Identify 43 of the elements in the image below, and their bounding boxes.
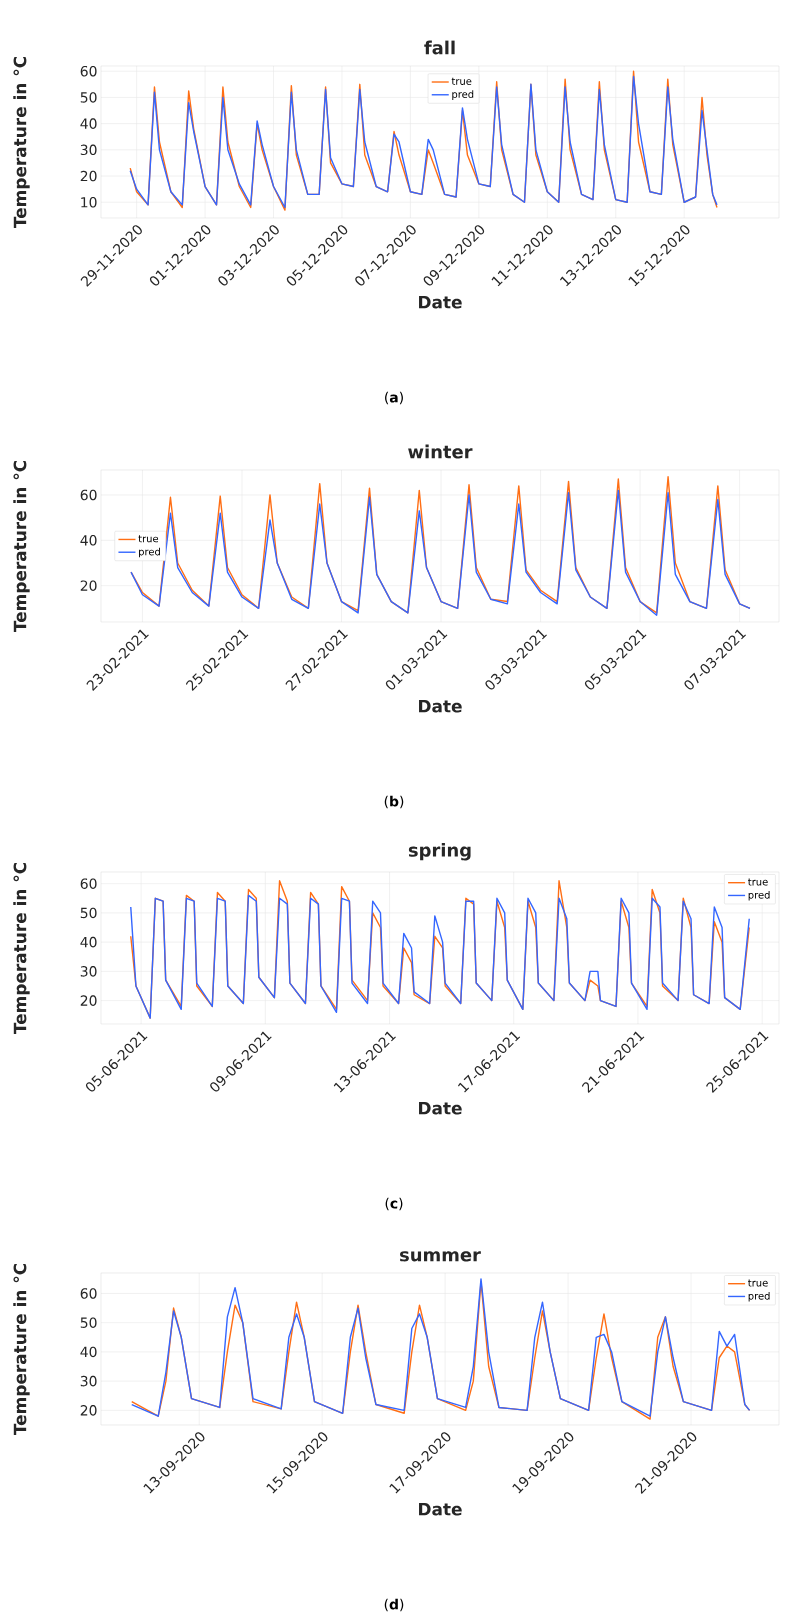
y-tick-label: 40: [80, 1346, 97, 1358]
y-tick-label: 60: [80, 65, 97, 77]
legend-label: true: [451, 77, 472, 85]
y-tick-label: 20: [80, 580, 97, 591]
y-tick-label: 20: [80, 170, 97, 182]
y-tick-label: 30: [80, 1375, 97, 1387]
legend-label: true: [748, 1279, 768, 1287]
legend-label: pred: [748, 890, 770, 901]
y-tick-label: 60: [80, 1288, 97, 1299]
y-tick-label: 60: [80, 489, 97, 501]
y-axis-title: Temperature in °C: [13, 862, 30, 1035]
y-tick-label: 20: [80, 1405, 97, 1416]
chart-title: winter: [408, 444, 473, 459]
text: (c): [385, 1197, 403, 1211]
y-axis-title: Temperature in °C: [13, 56, 30, 229]
y-tick-label: 50: [80, 907, 97, 919]
chart-title: summer: [400, 1251, 481, 1262]
y-tick-label: 30: [80, 966, 97, 977]
x-axis-title: Date: [419, 699, 462, 713]
x-axis-title: Date: [419, 1101, 462, 1115]
chart-title: spring: [408, 842, 471, 861]
text: (b): [384, 795, 404, 809]
y-tick-label: 40: [80, 118, 97, 129]
y-tick-label: 40: [80, 535, 97, 546]
chart-title: fall: [424, 40, 455, 55]
y-tick-label: 50: [80, 1317, 97, 1328]
y-tick-label: 50: [80, 92, 97, 103]
legend-label: true: [748, 878, 768, 886]
legend-label: pred: [452, 90, 474, 100]
y-tick-label: 60: [80, 878, 97, 889]
y-tick-label: 40: [80, 936, 97, 948]
legend-label: true: [138, 535, 159, 543]
y-tick-label: 10: [81, 196, 97, 208]
y-tick-label: 20: [80, 995, 97, 1006]
x-axis-title: Date: [419, 1502, 462, 1516]
text: (d): [384, 1598, 404, 1612]
y-tick-label: 30: [80, 144, 97, 156]
legend-label: pred: [139, 547, 160, 558]
y-axis-title: Temperature in °C: [13, 1263, 30, 1436]
text: (a): [385, 391, 403, 405]
x-axis-title: Date: [419, 295, 462, 309]
y-axis-title: Temperature in °C: [13, 460, 30, 633]
legend-label: pred: [748, 1291, 770, 1302]
